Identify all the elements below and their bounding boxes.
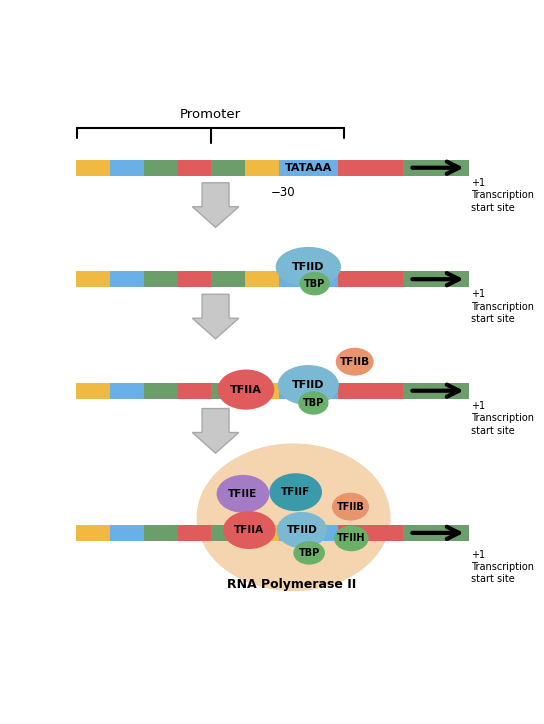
Ellipse shape [293, 542, 325, 565]
Ellipse shape [277, 512, 327, 548]
Bar [144, 525, 177, 541]
Bar [403, 525, 468, 541]
Text: +1
Transcription
start site: +1 Transcription start site [471, 290, 534, 324]
Bar [338, 525, 403, 541]
Text: +1
Transcription
start site: +1 Transcription start site [471, 550, 534, 584]
Bar [338, 160, 403, 175]
Bar [177, 383, 211, 398]
Ellipse shape [217, 475, 269, 513]
Text: RNA Polymerase II: RNA Polymerase II [227, 578, 356, 591]
Text: TFIIB: TFIIB [339, 357, 370, 367]
Text: TBP: TBP [303, 398, 324, 408]
Bar [245, 525, 279, 541]
Bar [177, 160, 211, 175]
Text: TFIIA: TFIIA [234, 525, 264, 535]
Bar [338, 383, 403, 398]
Text: +1
Transcription
start site: +1 Transcription start site [471, 401, 534, 436]
Text: TFIIH: TFIIH [337, 534, 366, 544]
Bar [279, 160, 338, 175]
Bar [211, 383, 245, 398]
Bar [76, 383, 110, 398]
Bar [211, 525, 245, 541]
Ellipse shape [196, 443, 391, 591]
Bar [144, 160, 177, 175]
Text: TFIIB: TFIIB [337, 502, 364, 512]
Text: TFIID: TFIID [292, 262, 325, 272]
Text: +1
Transcription
start site: +1 Transcription start site [471, 178, 534, 213]
Bar [403, 383, 468, 398]
Bar [245, 160, 279, 175]
Text: Promoter: Promoter [180, 108, 242, 121]
Bar [403, 160, 468, 175]
Bar [144, 272, 177, 287]
Bar [110, 525, 144, 541]
Text: TFIIA: TFIIA [230, 384, 262, 395]
Ellipse shape [276, 247, 341, 287]
Ellipse shape [218, 369, 274, 410]
Ellipse shape [334, 526, 369, 551]
Bar [177, 525, 211, 541]
Text: TFIIE: TFIIE [228, 489, 258, 499]
Text: TFIIF: TFIIF [281, 487, 310, 497]
Bar [403, 272, 468, 287]
Ellipse shape [332, 493, 369, 521]
Text: TBP: TBP [299, 548, 320, 558]
Bar [245, 383, 279, 398]
Bar [279, 272, 338, 287]
Text: TBP: TBP [304, 279, 325, 289]
Bar [211, 272, 245, 287]
Bar [110, 160, 144, 175]
Text: TFIID: TFIID [287, 525, 317, 535]
Ellipse shape [278, 365, 339, 405]
Bar [144, 383, 177, 398]
Bar [110, 383, 144, 398]
Bar [338, 272, 403, 287]
Bar [110, 272, 144, 287]
Bar [245, 272, 279, 287]
Text: TATAAA: TATAAA [285, 163, 332, 173]
Text: TFIID: TFIID [292, 380, 325, 390]
Bar [177, 272, 211, 287]
Ellipse shape [299, 272, 330, 295]
Ellipse shape [336, 348, 374, 376]
Text: −30: −30 [271, 185, 295, 198]
Bar [76, 160, 110, 175]
Polygon shape [193, 408, 239, 453]
Ellipse shape [269, 473, 322, 511]
Bar [76, 272, 110, 287]
Bar [279, 383, 338, 398]
Polygon shape [193, 294, 239, 339]
Ellipse shape [223, 511, 276, 549]
Bar [211, 160, 245, 175]
Bar [76, 525, 110, 541]
Polygon shape [193, 182, 239, 227]
Bar [279, 525, 338, 541]
Ellipse shape [298, 391, 329, 415]
